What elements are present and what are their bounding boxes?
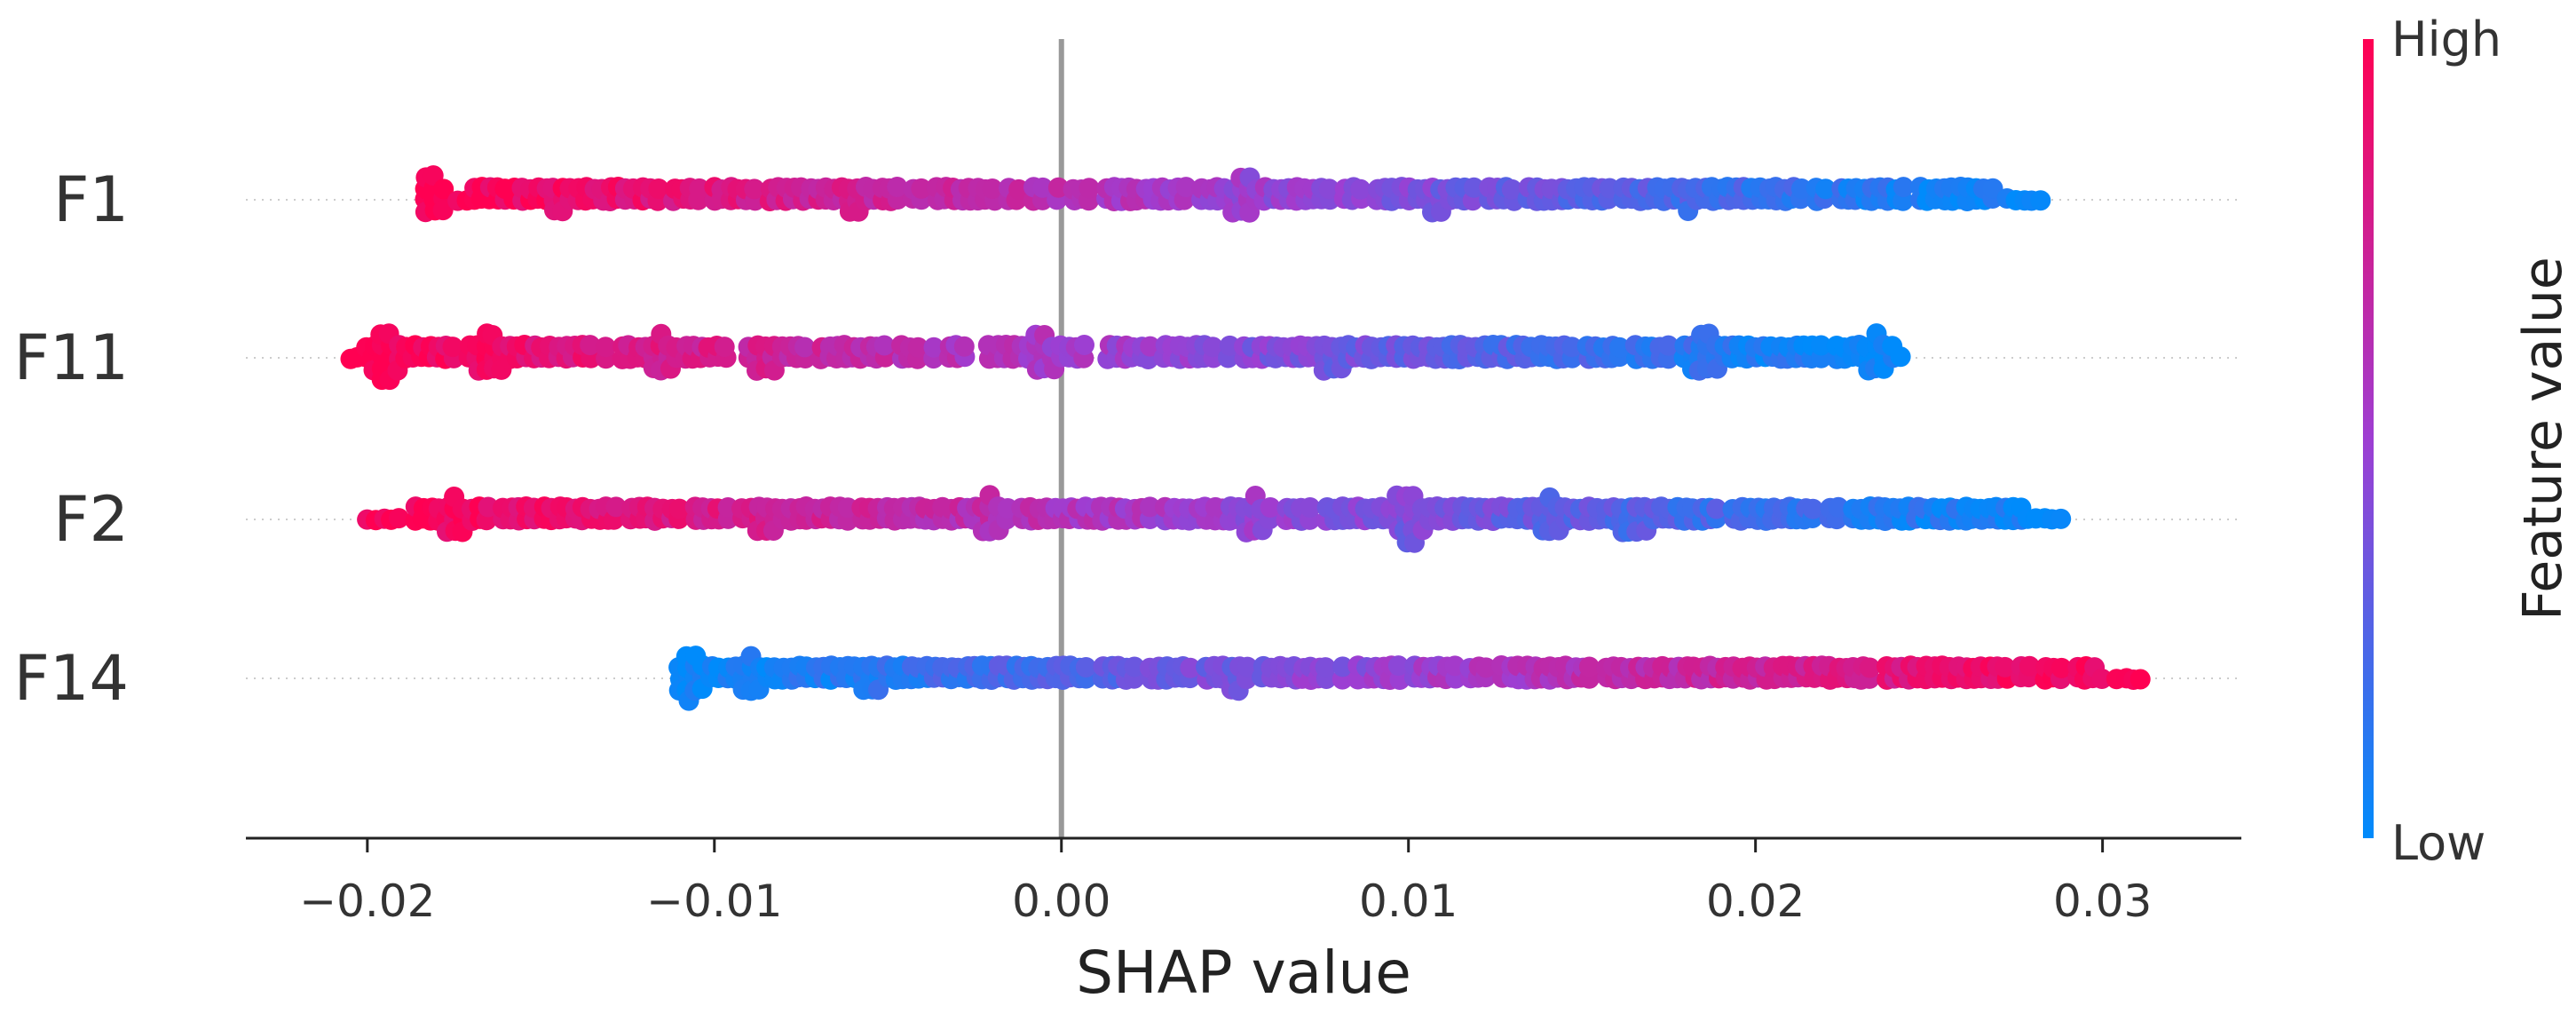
shap-point (1387, 655, 1409, 677)
x-tick-label: 0.02 (1706, 875, 1805, 927)
feature-label: F11 (14, 321, 129, 394)
shap-point (1032, 177, 1054, 198)
shap-point (887, 177, 908, 197)
shap-point (648, 178, 669, 199)
shap-point (580, 335, 601, 356)
shap-point (478, 496, 499, 518)
shap-point (1237, 656, 1258, 677)
shap-point (1859, 657, 1880, 678)
shap-point (2091, 669, 2113, 689)
shap-point (433, 178, 454, 200)
shap-point (1802, 498, 1823, 519)
shap-point (1815, 178, 1837, 200)
shap-point (1828, 496, 1849, 518)
shap-point (1202, 337, 1223, 358)
shap-point (1561, 337, 1583, 358)
shap-point (388, 508, 409, 529)
shap-point (2130, 669, 2151, 690)
shap-point (1175, 177, 1197, 198)
shap-point (605, 496, 627, 518)
colorbar-low-label: Low (2391, 815, 2485, 871)
x-tick-label: 0.01 (1359, 875, 1458, 927)
feature-label: F1 (53, 163, 129, 236)
shap-point (911, 178, 932, 199)
shap-point (1074, 335, 1094, 355)
shap-point (432, 200, 454, 221)
shap-points (340, 165, 2151, 711)
shap-point (1475, 657, 1497, 678)
shap-point (714, 337, 735, 358)
shap-point (1140, 336, 1161, 357)
x-axis-ticks: −0.02 −0.01 0.00 0.01 0.02 0.03 (299, 838, 2152, 927)
shap-point (1995, 656, 2016, 677)
shap-point (1318, 178, 1339, 200)
shap-point (1350, 178, 1371, 200)
colorbar (2363, 39, 2374, 838)
shap-point (1139, 496, 1160, 518)
shap-point (668, 498, 690, 519)
shap-point (953, 336, 975, 357)
shap-point (1047, 177, 1069, 198)
shap-point (1300, 497, 1321, 518)
shap-point (923, 337, 944, 358)
shap-point (794, 337, 815, 358)
feature-label: F14 (14, 642, 129, 715)
feature-labels: F1 F11 F2 F14 (14, 163, 129, 715)
shap-point (442, 337, 463, 358)
shap-point (2051, 508, 2072, 529)
feature-label: F2 (53, 483, 129, 556)
shap-point (1706, 498, 1727, 519)
x-tick-label: 0.00 (1012, 875, 1110, 927)
colorbar-high-label: High (2391, 12, 2501, 67)
x-axis-title: SHAP value (1076, 939, 1411, 1007)
shap-point (744, 178, 765, 200)
shap-point (1075, 657, 1096, 677)
shap-point (1609, 337, 1630, 358)
x-tick-label: −0.02 (299, 875, 435, 927)
x-tick-label: 0.03 (2053, 875, 2152, 927)
shap-point (1578, 656, 1600, 677)
shap-point (982, 178, 1003, 199)
shap-point (1124, 656, 1145, 677)
shap-point (2030, 190, 2051, 211)
shap-point (1791, 178, 1812, 199)
shap-point (2019, 655, 2040, 677)
shap-point (1892, 177, 1914, 198)
shap-point (1658, 335, 1679, 356)
shap-point (1890, 346, 1911, 368)
shap-point (1464, 177, 1484, 198)
shap-point (1315, 657, 1336, 678)
shap-point (1811, 335, 1831, 356)
shap-point (1332, 656, 1354, 677)
shap-point (873, 335, 895, 356)
feature-guide-lines (246, 199, 2241, 679)
shap-point (1501, 178, 1522, 200)
shap-point (2051, 657, 2072, 678)
shap-point (1180, 657, 1201, 678)
shap-point (1260, 497, 1281, 518)
x-tick-label: −0.01 (646, 875, 782, 927)
shap-point (689, 178, 710, 199)
shap-point (595, 337, 616, 358)
shap-point (907, 337, 928, 358)
shap-point (1982, 178, 2003, 199)
colorbar-title: Feature value (2512, 257, 2574, 621)
shap-point (1079, 178, 1100, 199)
